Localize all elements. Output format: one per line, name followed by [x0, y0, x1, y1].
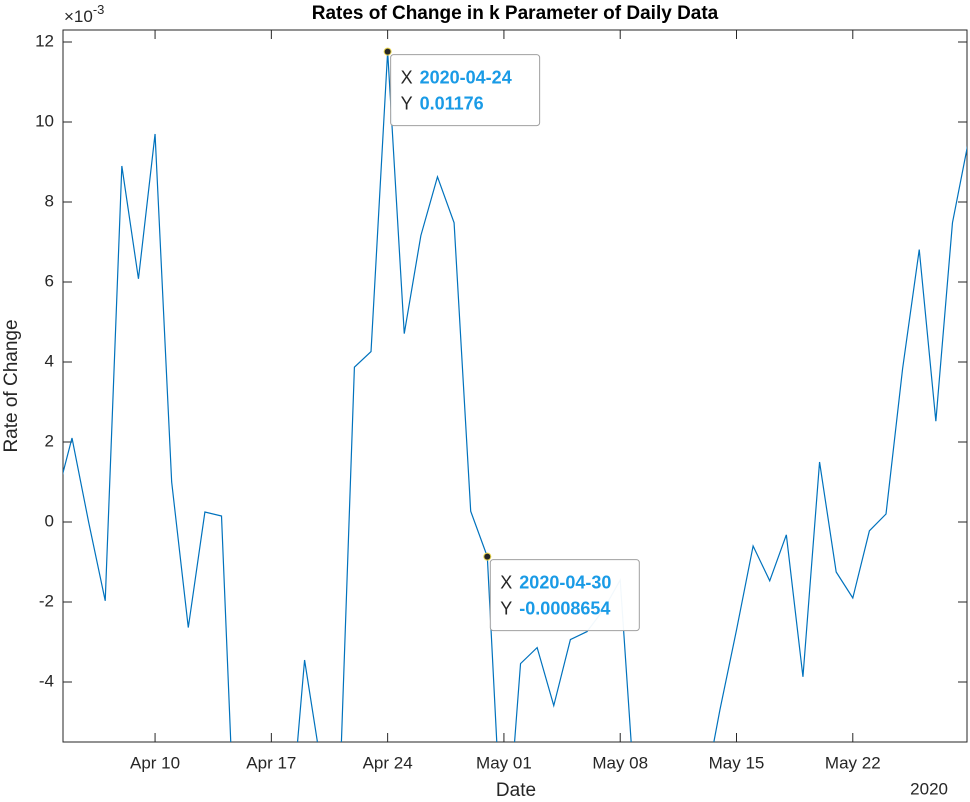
- datatip-x-value: 2020-04-30: [519, 572, 611, 592]
- datatip-marker: [383, 47, 392, 56]
- y-axis-label: Rate of Change: [1, 319, 22, 452]
- y-multiplier-exponent: -3: [93, 2, 105, 17]
- series-layer: [63, 51, 967, 742]
- x-tick-label: Apr 24: [363, 753, 413, 772]
- y-tick-label: 6: [45, 271, 54, 290]
- y-tick-label: 4: [45, 351, 54, 370]
- datatip-x-label: X: [500, 572, 512, 592]
- y-tick-label: -2: [39, 591, 54, 610]
- y-tick-label: 12: [35, 31, 54, 50]
- y-axis-multiplier: ×10-3: [64, 2, 104, 26]
- series-line: [63, 51, 967, 742]
- datatip-y-label: Y: [500, 598, 512, 618]
- y-tick-label: 10: [35, 111, 54, 130]
- y-tick-label: -4: [39, 671, 54, 690]
- datatip: X 2020-04-30 Y -0.0008654: [483, 552, 640, 632]
- chart-title: Rates of Change in k Parameter of Daily …: [312, 3, 719, 24]
- datatip-x-value: 2020-04-24: [420, 67, 512, 87]
- datatip-y-value: -0.0008654: [519, 598, 610, 618]
- y-multiplier-base: ×10: [64, 7, 93, 26]
- ticks: -4 -2 0 2 4 6 8 10 12 Apr 10 Apr 17 Apr 24 May 01 May…: [35, 30, 967, 772]
- x-tick-label: May 08: [592, 753, 648, 772]
- x-tick-label: Apr 17: [246, 753, 296, 772]
- datatips: X 2020-04-24 Y 0.01176 X 2020-04-30 Y -0.000865…: [383, 47, 640, 632]
- plot-area: [62, 29, 968, 743]
- x-tick-label: Apr 10: [130, 753, 180, 772]
- y-tick-label: 8: [45, 191, 54, 210]
- y-tick-label: 2: [45, 431, 54, 450]
- x-axis-year: 2020: [910, 779, 948, 798]
- x-tick-label: May 15: [709, 753, 765, 772]
- datatip: X 2020-04-24 Y 0.01176: [383, 47, 541, 127]
- x-tick-label: May 01: [476, 753, 532, 772]
- y-tick-label: 0: [45, 511, 54, 530]
- datatip-y-label: Y: [401, 93, 413, 113]
- datatip-box: [390, 54, 541, 127]
- x-tick-label: May 22: [825, 753, 881, 772]
- datatip-box: [489, 559, 640, 632]
- datatip-x-label: X: [401, 67, 413, 87]
- datatip-marker: [483, 552, 492, 561]
- x-axis-label: Date: [496, 780, 536, 801]
- datatip-y-value: 0.01176: [420, 93, 484, 113]
